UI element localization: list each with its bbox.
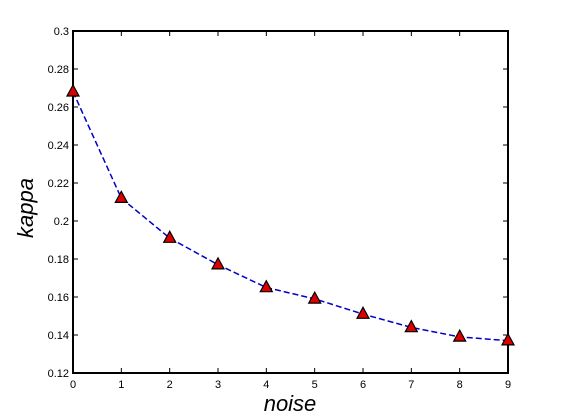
x-tick-label: 2	[167, 379, 173, 391]
y-tick-label: 0.16	[48, 292, 69, 304]
series-line	[72, 91, 509, 342]
x-axis-ticks: 0 1 2 3 4 5 6 7 8 9	[70, 31, 511, 391]
data-point-marker	[65, 83, 81, 97]
y-tick-label: 0.18	[48, 254, 69, 266]
x-tick-label: 4	[263, 379, 269, 391]
y-tick-label: 0.24	[48, 140, 69, 152]
data-point-marker	[307, 290, 322, 304]
x-tick-label: 7	[408, 379, 414, 391]
y-tick-label: 0.2	[54, 216, 69, 228]
y-tick-label: 0.22	[48, 178, 69, 190]
y-tick-label: 0.26	[48, 102, 69, 114]
data-point-marker	[162, 230, 177, 243]
data-point-marker	[500, 332, 516, 346]
y-axis-title: kappa	[13, 178, 38, 238]
data-point-marker	[210, 256, 226, 270]
data-point-marker	[452, 328, 467, 342]
x-axis-title: noise	[264, 391, 317, 416]
data-point-marker	[259, 279, 274, 293]
data-point-marker	[404, 319, 419, 333]
x-tick-label: 8	[457, 379, 463, 391]
y-tick-label: 0.12	[48, 368, 69, 380]
x-tick-label: 3	[215, 379, 221, 391]
y-tick-label: 0.14	[48, 330, 69, 342]
x-tick-label: 5	[312, 379, 318, 391]
y-tick-label: 0.28	[48, 64, 69, 76]
x-tick-label: 6	[360, 379, 366, 391]
x-tick-label: 0	[70, 379, 76, 391]
series-markers	[65, 83, 516, 346]
data-point-marker	[355, 306, 371, 319]
y-tick-label: 0.3	[54, 26, 69, 38]
x-tick-label: 9	[505, 379, 511, 391]
x-tick-label: 1	[118, 379, 124, 391]
data-point-marker	[114, 190, 129, 203]
plot-area-frame	[72, 30, 509, 374]
y-axis-ticks: 0.12 0.14 0.16 0.18 0.2 0.22 0.24 0.26 0.28 0.3	[48, 26, 508, 380]
